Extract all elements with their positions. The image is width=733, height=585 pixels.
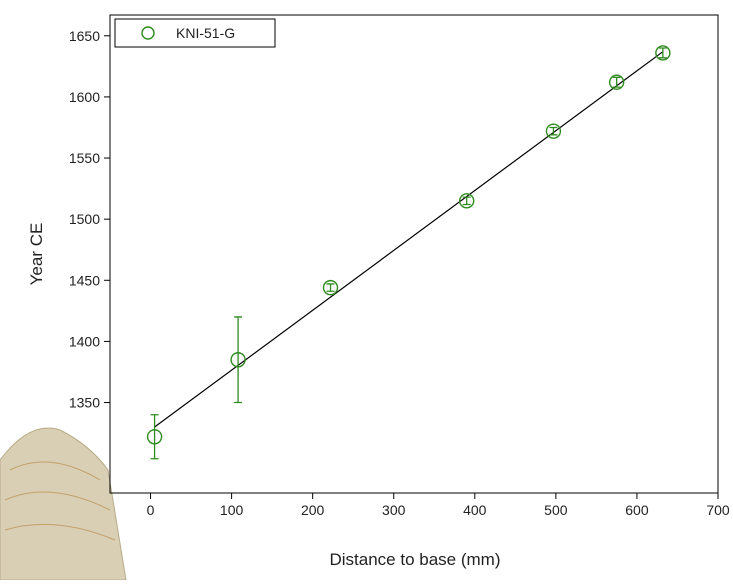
x-tick-label: 500: [544, 502, 568, 518]
sample-photo: [0, 427, 127, 581]
legend-label: KNI-51-G: [176, 25, 235, 41]
data-point: [230, 352, 246, 368]
y-tick-label: 1650: [69, 28, 100, 44]
data-point: [655, 45, 671, 61]
error-bar: [326, 283, 335, 292]
data-point: [608, 74, 625, 90]
data-point: [146, 429, 163, 445]
error-bar: [549, 126, 558, 136]
fit-line: [154, 51, 664, 428]
data-point: [458, 193, 475, 209]
x-axis-label: Distance to base (mm): [330, 550, 501, 569]
x-tick-label: 400: [463, 502, 487, 518]
x-tick-label: 700: [706, 502, 730, 518]
x-tick-label: 0: [147, 502, 155, 518]
y-tick-label: 1400: [69, 333, 100, 349]
y-tick-label: 1350: [69, 395, 100, 411]
sample-layers: [4, 461, 116, 541]
error-bar: [462, 196, 471, 206]
y-tick-label: 1500: [69, 211, 100, 227]
x-tick-label: 600: [625, 502, 649, 518]
y-tick-label: 1450: [69, 272, 100, 288]
legend-marker: [141, 26, 155, 40]
error-bar: [234, 316, 243, 404]
x-tick-label: 200: [301, 502, 325, 518]
error-bar: [658, 47, 667, 59]
plot-frame: [109, 14, 719, 494]
y-tick-label: 1550: [69, 150, 100, 166]
x-tick-label: 300: [382, 502, 406, 518]
data-point: [545, 123, 562, 139]
error-bar: [150, 414, 159, 460]
data-point: [322, 279, 339, 296]
x-tick-label: 100: [220, 502, 244, 518]
error-bar: [612, 76, 621, 88]
y-tick-label: 1600: [69, 89, 100, 105]
y-axis-label: Year CE: [27, 223, 46, 286]
